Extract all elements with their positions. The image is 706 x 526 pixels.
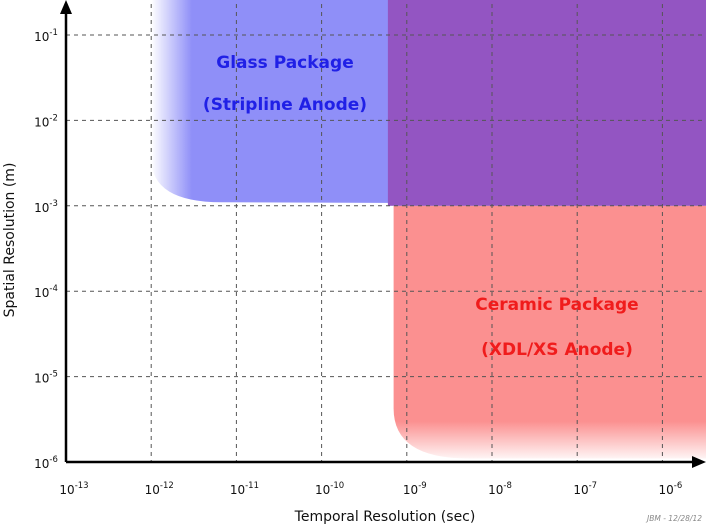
grid-layer [66, 4, 706, 462]
ticks-layer: 10-13 10-12 10-11 10-10 10-9 10-8 10-7 10-6 10-1… [34, 28, 682, 497]
y-axis-arrow-icon [60, 0, 72, 14]
x-tick-label: 10-10 [315, 481, 344, 497]
x-tick-label: 10-12 [145, 481, 174, 497]
ceramic-package-region [393, 205, 706, 459]
y-tick-label: 10-6 [34, 455, 58, 471]
credit-note: JBM - 12/28/12 [645, 514, 702, 523]
glass-label-line-2: (Stripline Anode) [203, 95, 367, 115]
y-tick-label: 10-1 [34, 28, 58, 44]
y-tick-label: 10-5 [34, 370, 58, 386]
region-labels: Glass Package (Stripline Anode) Ceramic … [203, 53, 639, 360]
ceramic-label-line-1: Ceramic Package [475, 295, 638, 315]
overlap-region [387, 0, 706, 206]
axes-layer [60, 0, 706, 468]
y-axis-title: Spatial Resolution (m) [2, 163, 18, 318]
x-tick-label: 10-9 [403, 481, 427, 497]
regions-layer [151, 0, 706, 459]
x-tick-label: 10-11 [230, 481, 259, 497]
x-axis-arrow-icon [692, 456, 706, 468]
x-tick-label: 10-7 [573, 481, 597, 497]
y-tick-label: 10-4 [34, 284, 58, 300]
x-axis-title: Temporal Resolution (sec) [294, 509, 476, 525]
x-tick-label: 10-8 [488, 481, 512, 497]
y-tick-label: 10-3 [34, 199, 58, 215]
x-tick-label: 10-13 [59, 481, 88, 497]
y-tick-label: 10-2 [34, 113, 58, 129]
ceramic-label-line-2: (XDL/XS Anode) [481, 340, 633, 360]
glass-label-line-1: Glass Package [216, 53, 353, 73]
x-tick-label: 10-6 [659, 481, 683, 497]
